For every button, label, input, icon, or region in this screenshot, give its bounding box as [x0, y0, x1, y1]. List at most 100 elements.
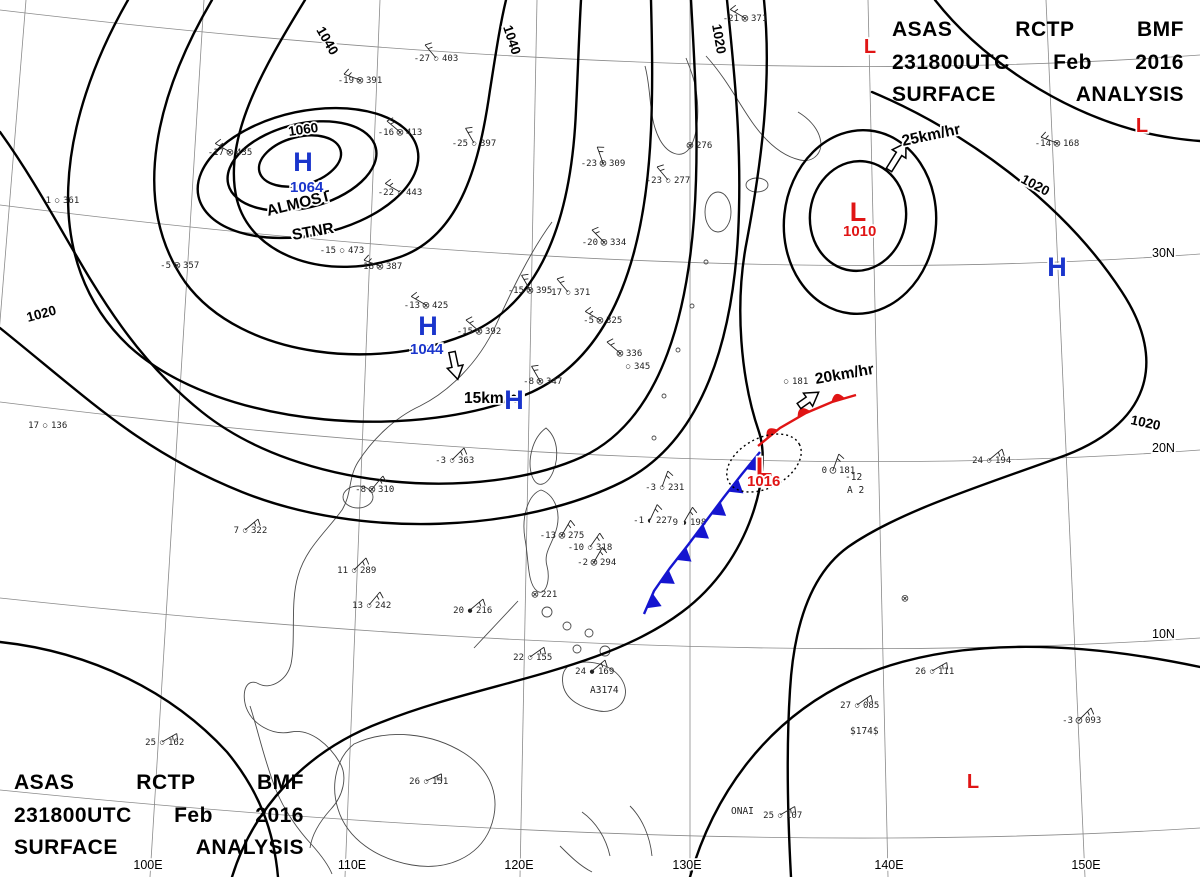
station-plot: ⊗-14 168: [1035, 131, 1079, 150]
station-temperature: -22: [378, 188, 394, 198]
station-temperature: -21: [723, 14, 739, 24]
coastline-island: [572, 644, 582, 654]
station-pressure: 198: [690, 518, 706, 528]
low-pressure-center: L: [862, 34, 878, 60]
chart-type: SURFACE ANALYSIS: [14, 836, 304, 860]
wind-barb-tick: [734, 8, 739, 13]
station-symbol: ⊙: [1075, 716, 1083, 727]
cold-front-pip: [676, 547, 692, 562]
station-plot: ○26 151: [409, 773, 448, 788]
station-symbol: ⊗: [600, 238, 608, 249]
wind-barb-tick: [1087, 711, 1090, 716]
movement-arrow-layer: [445, 141, 907, 410]
motion-label: 15km/hr: [464, 390, 523, 407]
wind-barb-tick: [348, 72, 352, 77]
wind-barb-tick: [591, 226, 599, 231]
low-symbol: L: [850, 197, 867, 227]
station-pressure: 336: [626, 349, 642, 359]
movement-arrow: [796, 391, 820, 410]
low-symbol: L: [756, 452, 773, 482]
station-plot: ○26 111: [915, 662, 954, 678]
isobar: [782, 128, 938, 316]
station-temperature: -5: [583, 316, 594, 326]
coastline-luzon: [523, 489, 559, 593]
wind-barb-tick: [659, 168, 665, 172]
station-symbol: ○: [665, 176, 671, 187]
isobar: [230, 0, 769, 877]
wind-barb: [161, 733, 177, 743]
wind-barb: [386, 120, 401, 133]
station-plot: ○24 194: [972, 448, 1011, 467]
station-temperature: 25: [763, 811, 774, 821]
wind-barb-tick: [665, 475, 670, 479]
wind-barb-tick: [385, 178, 392, 184]
wind-barb-tick: [836, 458, 841, 462]
station-plot: ○-3 231: [645, 470, 684, 494]
station-plot: ○17 136: [28, 421, 67, 432]
coastline-sulawesi: [559, 805, 653, 873]
station-symbol: ⊗: [536, 377, 544, 388]
warm-front-pip: [797, 408, 810, 418]
wind-barb: [465, 319, 480, 332]
wind-barb: [832, 453, 840, 471]
wind-barb-tick: [521, 273, 529, 276]
coastline-island: [703, 259, 709, 265]
wind-barb-tick: [379, 591, 384, 599]
station-temperature: 22: [513, 653, 524, 663]
station-pressure: 194: [995, 456, 1011, 466]
wind-barb-tick: [997, 451, 1001, 457]
wind-barb: [1078, 707, 1092, 721]
station-pressure: 425: [432, 301, 448, 311]
wind-barb-tick: [794, 806, 797, 814]
station-layer: ⊗-21 371○-27 403⊗-19 391⊗-16 413○-25 397⊗-17 4…: [28, 4, 1101, 822]
wind-barb-tick: [656, 164, 664, 168]
coastline-island: [584, 628, 594, 638]
station-plot: ⊗-21 371: [723, 4, 767, 25]
longitude-label: 150E: [1071, 858, 1100, 872]
station-plot: ⊗-5 357: [160, 261, 199, 272]
station-temperature: -23: [646, 176, 662, 186]
wind-barb: [649, 504, 658, 521]
wind-barb-tick: [424, 42, 432, 46]
station-pressure: 361: [63, 196, 79, 206]
wind-barb-tick: [386, 117, 394, 122]
wind-barb: [730, 9, 746, 19]
station-symbol: ○: [783, 377, 789, 388]
station-symbol: ⊗: [376, 262, 384, 273]
station-symbol: ○: [986, 456, 992, 467]
low-pressure-center: L: [965, 769, 981, 795]
wind-barb: [556, 278, 569, 293]
wind-barb: [363, 259, 381, 267]
station-pressure: 443: [406, 188, 422, 198]
wind-barb-tick: [870, 695, 873, 703]
station-symbol: ○: [471, 139, 477, 150]
wind-barb-tick: [600, 662, 604, 668]
station-symbol: ⊙: [829, 466, 837, 477]
station-pressure: 277: [674, 176, 690, 186]
movement-arrow: [885, 141, 907, 173]
station-temperature: -25: [452, 139, 468, 149]
station-plot: ○25 107: [763, 806, 802, 822]
wind-barb-tick: [365, 557, 370, 565]
station-plot: ⊗-2 294: [577, 547, 616, 569]
station-plot: ⊗ 336: [606, 338, 642, 360]
station-plot: ◐-1 227: [633, 504, 672, 527]
wind-barb-tick: [1001, 448, 1005, 456]
pressure-value: 1016: [747, 473, 780, 490]
station-plot: ○ 181: [783, 377, 808, 388]
station-plot: ⊗-5 325: [583, 306, 622, 327]
chart-type: SURFACE ANALYSIS: [892, 83, 1184, 107]
station-plot: ○-22 443: [378, 178, 422, 199]
wind-barb-tick: [790, 808, 792, 814]
pressure-value: 1044: [410, 341, 444, 358]
station-pressure: 221: [541, 590, 557, 600]
wind-barb-tick: [559, 280, 565, 284]
wind-barb-tick: [523, 278, 529, 280]
low-symbol: L: [967, 771, 979, 793]
wind-barb-tick: [570, 520, 576, 527]
parallel-line: [0, 401, 1200, 463]
latitude-label: 30N: [1152, 246, 1175, 260]
station-pressure: 473: [348, 246, 364, 256]
